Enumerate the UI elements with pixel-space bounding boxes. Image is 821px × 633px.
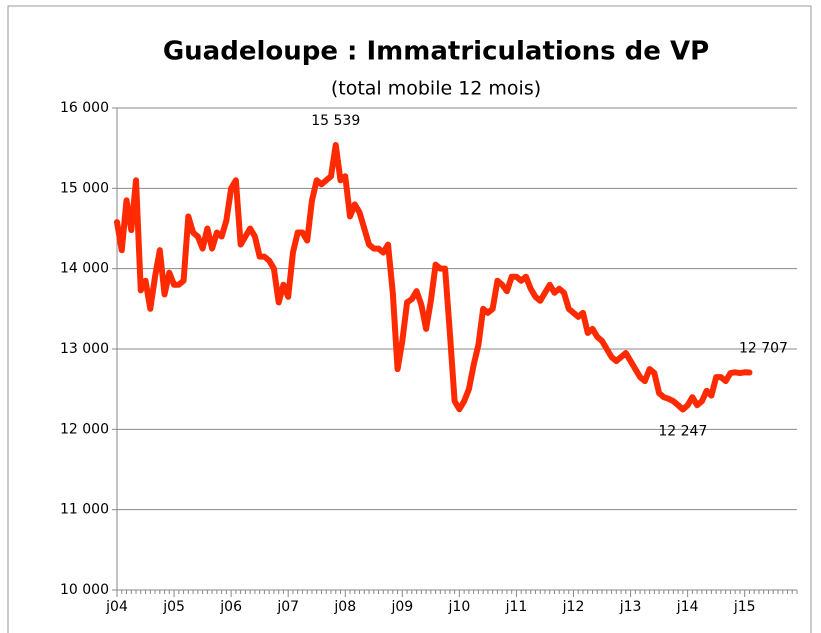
y-tick-label: 13 000 xyxy=(60,341,109,357)
x-tick-label: j05 xyxy=(162,599,185,615)
chart-title: Guadeloupe : Immatriculations de VP xyxy=(163,37,709,67)
y-tick-label: 16 000 xyxy=(60,100,109,116)
data-label: 12 707 xyxy=(739,341,788,357)
x-tick-label: j06 xyxy=(219,599,242,615)
x-tick-label: j11 xyxy=(505,599,528,615)
chart-subtitle: (total mobile 12 mois) xyxy=(331,78,541,100)
data-line xyxy=(114,142,753,413)
x-tick-label: j07 xyxy=(276,599,299,615)
x-tick-label: j04 xyxy=(105,599,128,615)
y-tick-label: 10 000 xyxy=(60,582,109,598)
x-tick-label: j12 xyxy=(562,599,585,615)
y-tick-label: 12 000 xyxy=(60,421,109,437)
y-tick-label: 14 000 xyxy=(60,261,109,277)
x-tick-label: j14 xyxy=(676,599,699,615)
y-tick-label: 15 000 xyxy=(60,180,109,196)
y-tick-label: 11 000 xyxy=(60,502,109,518)
data-label: 12 247 xyxy=(658,423,707,439)
x-tick-label: j08 xyxy=(333,599,356,615)
x-tick-label: j09 xyxy=(390,599,413,615)
x-tick-label: j10 xyxy=(448,599,471,615)
x-tick-label: j13 xyxy=(619,599,642,615)
data-label: 15 539 xyxy=(311,113,360,129)
chart-frame xyxy=(7,5,812,633)
x-tick-label: j15 xyxy=(733,599,756,615)
